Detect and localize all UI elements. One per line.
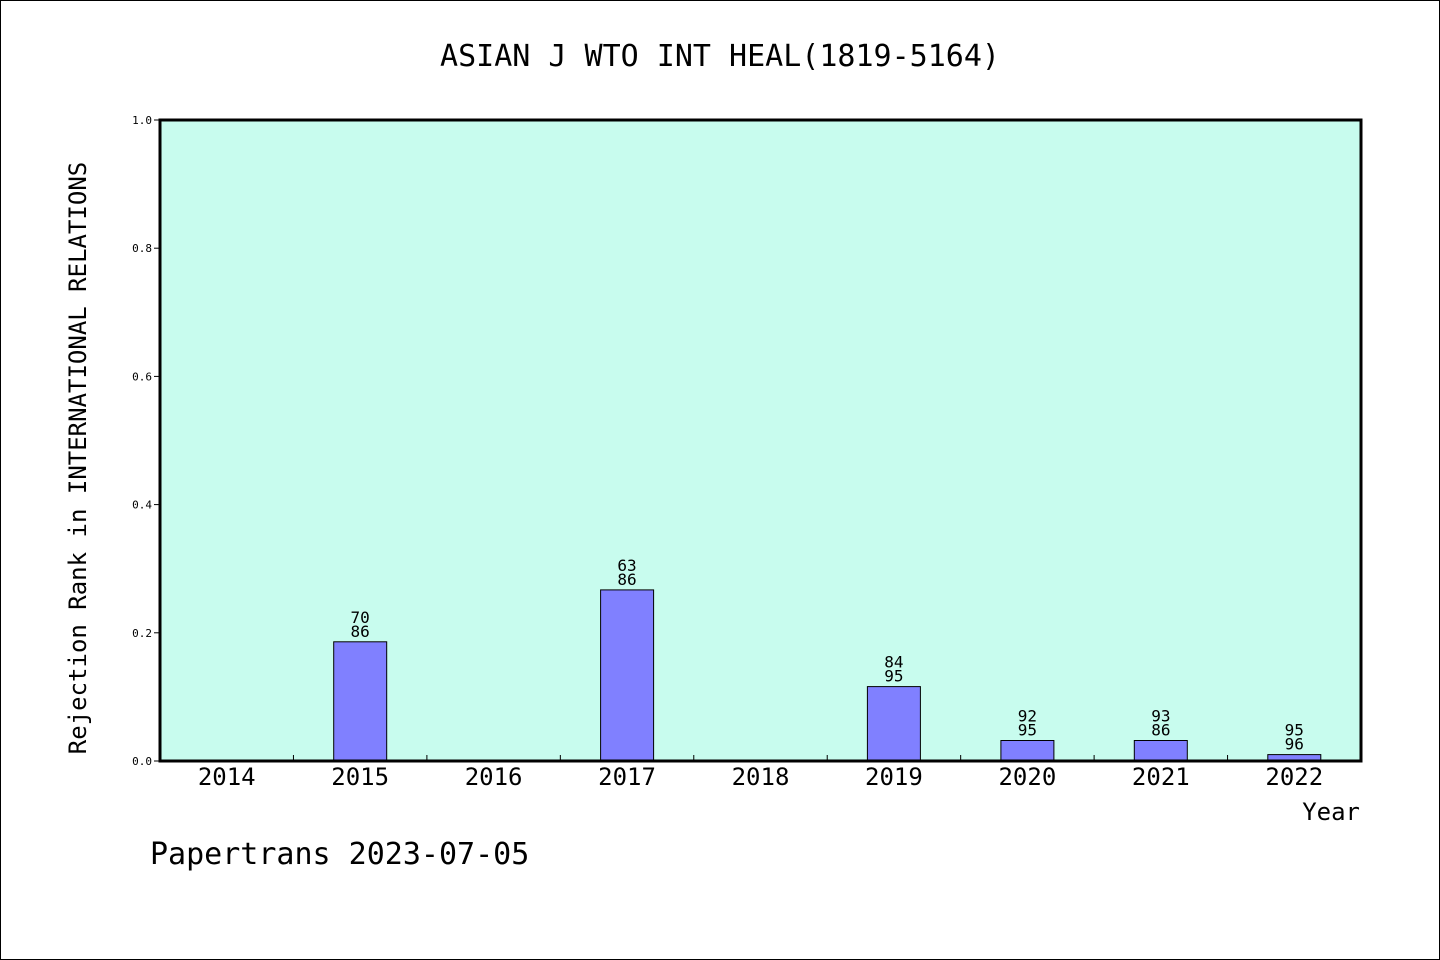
bar-label-bottom-2017: 86 — [617, 570, 636, 589]
y-ticks-group: 0.0 0.2 0.4 0.6 0.8 1.0 — [132, 114, 160, 768]
bar-label-top-2022: 95 — [1285, 721, 1304, 740]
x-tick-label-2020: 2020 — [998, 763, 1056, 791]
bar-2020 — [1000, 740, 1055, 762]
x-tick-label-2019: 2019 — [865, 763, 923, 791]
bar-2019 — [866, 686, 921, 762]
y-tick-label-0.4: 0.4 — [132, 499, 152, 512]
bar-label-top-2021: 93 — [1151, 707, 1170, 726]
y-tick-label-0.6: 0.6 — [132, 370, 152, 383]
y-tick-label-0.0: 0.0 — [132, 755, 152, 768]
bar-2017 — [600, 589, 655, 762]
watermark-text: Papertrans 2023-07-05 — [150, 837, 529, 872]
x-tick-label-2014: 2014 — [198, 763, 256, 791]
bar-label-top-2019: 84 — [884, 653, 903, 672]
bar-label-bottom-2022: 96 — [1285, 735, 1304, 754]
bar-label-bottom-2021: 86 — [1151, 721, 1170, 740]
x-tick-label-2015: 2015 — [331, 763, 389, 791]
y-tick-label-0.8: 0.8 — [132, 242, 152, 255]
bar-label-bottom-2015: 86 — [351, 622, 370, 641]
x-tick-label-2022: 2022 — [1265, 763, 1323, 791]
chart-title: ASIAN J WTO INT HEAL(1819-5164) — [440, 39, 1000, 74]
bar-label-top-2020: 92 — [1018, 707, 1037, 726]
plot-border — [158, 118, 1363, 763]
y-axis-label: Rejection Rank in INTERNATIONAL RELATION… — [64, 162, 92, 754]
x-tick-label-2021: 2021 — [1132, 763, 1190, 791]
bar-label-bottom-2019: 95 — [884, 667, 903, 686]
y-tick-label-0.2: 0.2 — [132, 627, 152, 640]
bar-2015 — [333, 641, 388, 762]
x-tick-label-2016: 2016 — [465, 763, 523, 791]
bar-label-top-2015: 70 — [351, 608, 370, 627]
x-axis-label: Year — [1302, 798, 1360, 826]
bar-2021 — [1133, 740, 1188, 762]
y-tick-label-1.0: 1.0 — [132, 114, 152, 127]
x-tick-label-2017: 2017 — [598, 763, 656, 791]
x-tick-label-2018: 2018 — [732, 763, 790, 791]
bars-group — [333, 589, 1322, 762]
bar-label-bottom-2020: 95 — [1018, 721, 1037, 740]
x-ticks-group: 2014 2015 2016 2017 2018 2019 2020 2021 2022 — [198, 755, 1323, 791]
bar-label-top-2017: 63 — [617, 556, 636, 575]
